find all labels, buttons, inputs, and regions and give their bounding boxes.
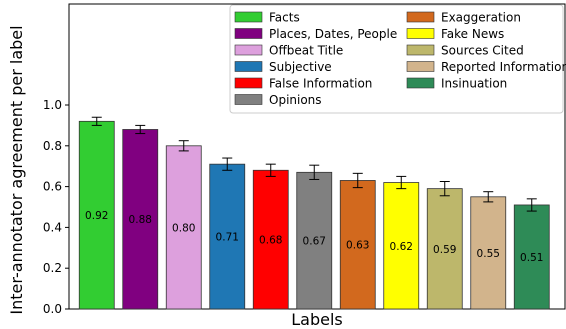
legend-box — [229, 4, 564, 114]
data-label: 0.71 — [216, 232, 239, 244]
data-label: 0.80 — [172, 222, 195, 234]
x-axis-label: Labels — [291, 310, 343, 329]
legend-label: Fake News — [441, 27, 504, 41]
data-label: 0.88 — [129, 214, 152, 226]
data-label: 0.67 — [303, 236, 326, 248]
legend-swatch — [406, 11, 435, 23]
legend-swatch — [234, 94, 263, 105]
legend: Facts Places, Dates, People Offbeat Title S… — [229, 4, 566, 114]
y-tick-label: 0.4 — [43, 220, 62, 234]
bar — [78, 120, 115, 310]
legend-label: Reported Information — [441, 60, 566, 74]
legend-swatch — [234, 11, 263, 23]
bar — [426, 188, 463, 310]
legend-swatch — [234, 44, 263, 56]
bar — [296, 171, 333, 310]
legend-swatch — [406, 28, 435, 39]
bar — [470, 196, 507, 310]
legend-swatch — [406, 77, 435, 89]
bar — [209, 163, 246, 310]
legend-label: Exaggeration — [441, 11, 521, 25]
data-label: 0.51 — [520, 252, 543, 264]
data-label: 0.62 — [390, 241, 413, 253]
data-label: 0.68 — [259, 235, 282, 247]
legend-swatch — [406, 44, 435, 56]
y-tick-label: 0.2 — [43, 261, 62, 275]
data-label: 0.63 — [346, 240, 369, 252]
legend-swatch — [406, 61, 435, 72]
y-tick-label: 0.6 — [43, 180, 62, 194]
legend-label: Opinions — [269, 93, 322, 107]
legend-swatch — [234, 61, 263, 72]
legend-label: Places, Dates, People — [269, 27, 397, 41]
bar — [383, 182, 420, 310]
y-tick-label: 1.0 — [43, 98, 62, 112]
bar — [122, 129, 159, 310]
legend-label: Sources Cited — [441, 44, 524, 58]
legend-swatch — [234, 28, 263, 39]
data-label: 0.55 — [477, 248, 500, 260]
legend-label: Offbeat Title — [269, 44, 343, 58]
y-tick-label: 0.0 — [43, 302, 62, 316]
bars: 0.92 0.88 0.80 0.71 0.68 0.67 0.63 0.62 0.59 0.55… — [78, 116, 550, 310]
legend-label: Subjective — [269, 60, 332, 74]
bar — [252, 169, 289, 310]
legend-label: False Information — [269, 77, 372, 91]
data-label: 0.59 — [433, 244, 456, 256]
bar — [165, 145, 202, 310]
legend-label: Insinuation — [441, 77, 507, 91]
legend-swatch — [234, 77, 263, 89]
data-label: 0.92 — [85, 210, 108, 222]
bar — [513, 204, 550, 310]
y-axis: 0.0 0.2 0.4 0.6 0.8 1.0 — [43, 98, 69, 316]
y-tick-label: 0.8 — [43, 139, 62, 153]
legend-label: Facts — [269, 11, 300, 25]
y-axis-label: Inter-annotator agreement per label — [7, 25, 26, 314]
